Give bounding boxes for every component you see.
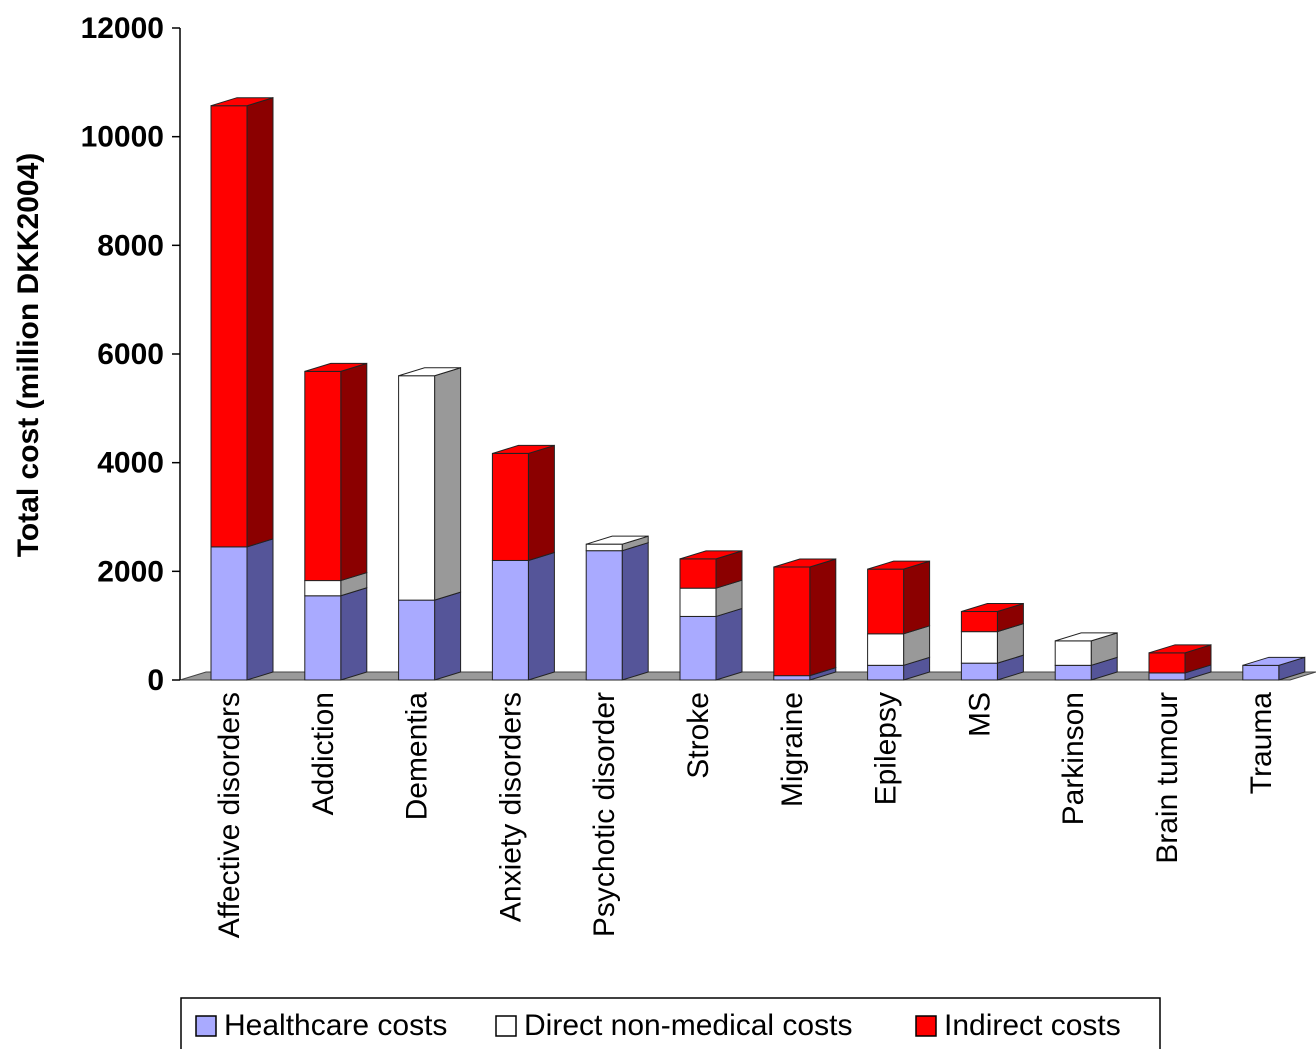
- x-category-label: Parkinson: [1057, 692, 1090, 825]
- bar-segment: [491, 452, 529, 561]
- x-category-label: Psychotic disorder: [588, 692, 621, 937]
- legend-swatch: [195, 1015, 217, 1037]
- bar-segment-side: [434, 367, 462, 601]
- x-category-label: Stroke: [682, 692, 715, 779]
- y-tick-label: 8000: [97, 229, 164, 262]
- bar-stack: [1054, 632, 1118, 681]
- bar-segment-side: [340, 587, 368, 681]
- bar-segment: [960, 611, 998, 633]
- legend-swatch: [915, 1015, 937, 1037]
- bar-segment: [210, 105, 248, 548]
- bar-top-face: [1148, 644, 1212, 654]
- axis-layer: [172, 27, 1316, 681]
- bar-segment: [867, 664, 905, 681]
- bar-top-face: [679, 550, 743, 560]
- y-tick-label: 10000: [81, 121, 164, 154]
- bar-segment: [867, 568, 905, 635]
- bar-segment: [679, 587, 717, 617]
- bar-segment: [960, 662, 998, 681]
- bar-segment-side: [246, 538, 274, 681]
- bar-segment-side: [809, 558, 837, 677]
- bar-top-face: [1055, 632, 1118, 642]
- bar-segment: [585, 543, 623, 552]
- bar-segment: [1054, 640, 1092, 666]
- bar-segment: [773, 566, 811, 677]
- legend-entry-label: Direct non-medical costs: [524, 1009, 852, 1042]
- bar-stack: [304, 362, 368, 681]
- bar-segment: [304, 595, 342, 681]
- bar-segment: [1148, 652, 1186, 674]
- bar-stack: [1148, 644, 1212, 681]
- x-category-label: Migraine: [776, 692, 809, 807]
- bar-segment: [398, 599, 436, 681]
- bar-segment: [1242, 664, 1280, 681]
- bar-segment-side: [903, 560, 931, 635]
- bar-top-face: [773, 558, 836, 568]
- bar-stack: [1242, 656, 1306, 681]
- legend-entry-label: Indirect costs: [944, 1009, 1121, 1042]
- bar-segment: [398, 375, 436, 601]
- bar-segment-side: [246, 97, 274, 548]
- bar-segment: [1148, 672, 1186, 681]
- bar-stack: [210, 97, 274, 681]
- bar-segment-side: [527, 444, 555, 562]
- bar-segment: [304, 370, 342, 582]
- bar-top-face: [961, 603, 1024, 613]
- y-tick-label: 2000: [97, 555, 164, 588]
- bar-segment: [304, 580, 342, 597]
- y-tick-label: 4000: [97, 447, 164, 480]
- x-category-label: Epilepsy: [870, 692, 903, 805]
- bar-segment: [960, 631, 998, 664]
- y-tick-label: 6000: [97, 338, 164, 371]
- y-tick-label: 0: [147, 664, 164, 697]
- bar-segment-side: [715, 607, 743, 681]
- bar-segment: [585, 550, 623, 681]
- y-axis-label: Total cost (million DKK2004): [12, 153, 45, 558]
- bar-segment: [491, 559, 529, 681]
- bar-stack: [867, 560, 931, 681]
- labels-layer: 0 2000 4000 6000 8000 10000 12000 Affective dis…: [81, 12, 1278, 938]
- y-tick-label: 12000: [81, 12, 164, 45]
- x-category-label: Trauma: [1245, 692, 1278, 795]
- bar-top-face: [210, 97, 274, 107]
- bar-top-face: [586, 535, 649, 545]
- bar-top-face: [304, 362, 367, 372]
- bar-stack: [679, 550, 743, 681]
- bar-segment: [1054, 664, 1092, 681]
- bar-stack: [960, 602, 1024, 681]
- x-category-label: Brain tumour: [1151, 692, 1184, 864]
- x-category-label: MS: [963, 692, 996, 737]
- bar-segment-side: [434, 591, 462, 681]
- bar-segment-side: [621, 542, 649, 681]
- x-category-label: Affective disorders: [213, 692, 246, 938]
- legend-box: [180, 997, 1161, 1049]
- bar-segment-side: [340, 362, 368, 582]
- bar-top-face: [1242, 656, 1305, 666]
- bar-stack: [491, 444, 555, 681]
- x-category-label: Dementia: [401, 692, 434, 821]
- bar-stack: [585, 535, 649, 681]
- bar-segment: [679, 558, 717, 589]
- bar-segment: [867, 633, 905, 666]
- bar-segment-side: [527, 551, 555, 681]
- bar-top-face: [867, 560, 930, 570]
- bar-stack: [773, 558, 837, 681]
- bar-segment: [679, 615, 717, 681]
- legend-swatch: [495, 1015, 517, 1037]
- bars-layer: [210, 97, 1306, 681]
- bar-stack: [398, 367, 462, 681]
- bar-top-face: [492, 444, 555, 454]
- bar-segment: [773, 675, 811, 681]
- legend: Healthcare costs Direct non-medical costs…: [180, 997, 1161, 1049]
- bar-segment: [210, 546, 248, 681]
- x-category-label: Anxiety disorders: [494, 692, 527, 922]
- legend-entry-label: Healthcare costs: [224, 1009, 447, 1042]
- x-category-label: Addiction: [307, 692, 340, 815]
- floor-plane: [179, 671, 1316, 681]
- bar-top-face: [398, 367, 461, 377]
